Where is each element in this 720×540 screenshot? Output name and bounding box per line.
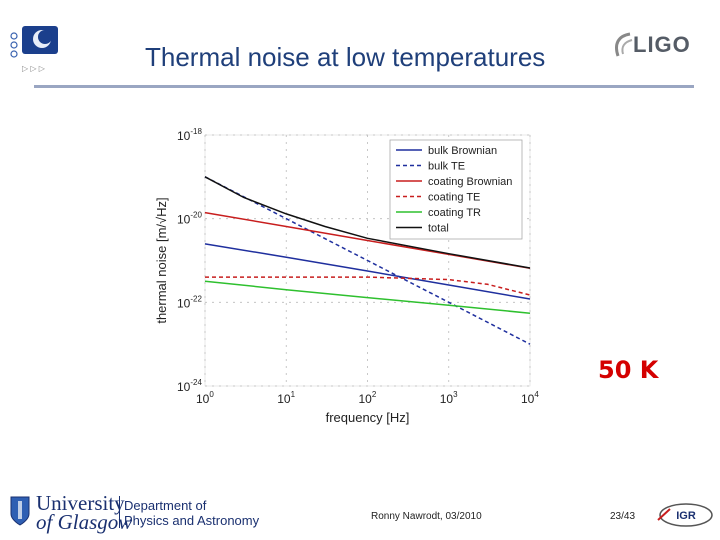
x-tick-label: 104 [521,390,539,406]
legend-box [389,139,523,240]
legend-label: coating Brownian [428,176,512,188]
footer-author-date: Ronny Nawrodt, 03/2010 [371,511,482,522]
temperature-label: 50 K [598,356,659,384]
university-name-line1: University [36,491,125,515]
university-crest-icon [10,496,30,526]
igr-logo: IGR [656,500,714,530]
series-line-coating-te [205,276,531,296]
y-axis-label: thermal noise [m/√Hz] [154,197,169,323]
legend-label: coating TR [428,207,481,219]
page-number: 23/43 [610,511,636,522]
university-name-line2: of Glasgow [36,510,133,534]
legend-label: total [428,223,449,235]
university-logo-divider [119,496,120,528]
x-axis-label: frequency [Hz] [326,410,410,425]
x-tick-label: 101 [277,390,295,406]
ligo-swirl-icon [612,30,634,65]
legend-label: coating TE [428,192,480,204]
legend-label: bulk Brownian [428,145,497,157]
series-line-total [204,176,531,269]
y-tick-label: 10-20 [177,211,202,227]
department-line2: Physics and Astronomy [124,513,260,528]
y-tick-label: 10-18 [177,127,202,143]
x-tick-label: 100 [196,390,214,406]
department-line1: Department of [124,498,207,513]
series-line-coating-tr [204,280,531,314]
page-title: Thermal noise at low temperatures [145,42,546,72]
corner-logo [6,22,66,72]
x-tick-label: 103 [440,390,458,406]
series-line-bulk-te [204,176,531,345]
ligo-logo: LIGO [633,32,691,57]
y-tick-label: 10-24 [177,378,202,394]
nav-arrows[interactable]: ▷ ▷ ▷ [22,64,45,73]
series-line-bulk-brownian [204,243,531,300]
header-divider [34,85,694,88]
y-tick-label: 10-22 [177,294,202,310]
legend-label: bulk TE [428,161,465,173]
x-tick-label: 102 [359,390,377,406]
igr-logo-text: IGR [676,510,696,522]
